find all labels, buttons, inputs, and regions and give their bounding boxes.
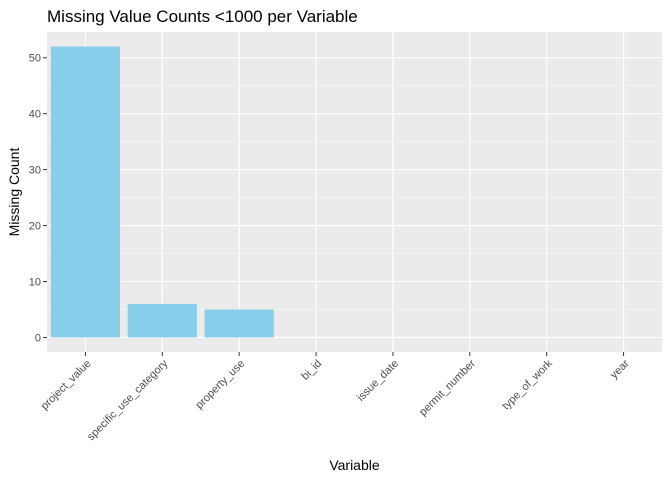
y-tick-label: 50 [29,53,41,65]
x-tick-label-issue_date: issue_date [355,358,401,404]
y-tick-label: 10 [29,277,41,289]
y-tick-label: 0 [35,332,41,344]
x-tick-label-permit_number: permit_number [417,357,478,418]
y-axis-title: Missing Count [6,148,22,237]
bar-specific_use_category [127,303,197,338]
bar-property_use [204,309,274,338]
y-tick-label: 20 [29,221,41,233]
x-tick-label-type_of_work: type_of_work [500,357,555,412]
y-tick-label: 30 [29,165,41,177]
x-tick-label-bi_id: bi_id [299,358,324,383]
y-tick-label: 40 [29,109,41,121]
x-axis-title: Variable [329,457,380,473]
x-tick-label-specific_use_category: specific_use_category [85,357,171,443]
grid-layer [47,32,662,352]
x-tick-label-project_value: project_value [39,358,94,413]
x-tick-label-year: year [608,357,632,381]
bars-layer [50,46,274,338]
y-axis: 0 10 20 30 40 50 [29,53,47,344]
chart-title: Missing Value Counts <1000 per Variable [47,7,358,26]
x-tick-label-property_use: property_use [193,358,247,412]
bar-project_value [50,46,121,338]
